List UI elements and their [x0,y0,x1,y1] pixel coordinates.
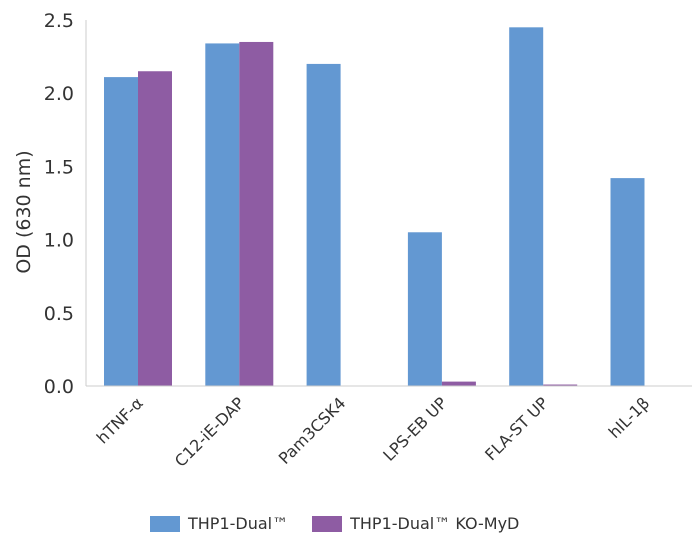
bar-series-1 [306,63,341,387]
y-tick-label: 2.5 [44,10,74,32]
y-tick-label: 1.5 [44,156,74,178]
bar-series-2 [441,381,476,386]
legend: THP1-Dual™ THP1-Dual™ KO-MyD [150,514,543,533]
bar-series-1 [610,178,645,386]
legend-label-series-2: THP1-Dual™ KO-MyD [350,514,520,533]
legend-label-series-1: THP1-Dual™ [188,514,289,533]
x-category-label: hTNF-α [93,393,147,447]
x-category-label: FLA-ST UP [481,393,552,464]
x-category-label: hIL-1β [605,393,654,442]
category-labels: hTNF-α C12-iE-DAP Pam3CSK4 LPS-EB UP FLA-ST … [93,393,654,471]
bar-series-1 [104,77,138,386]
bar-series-1 [407,232,442,386]
bar-series-2 [239,41,274,387]
legend-item-series-2: THP1-Dual™ KO-MyD [312,514,519,533]
y-tick-label: 0.5 [44,303,74,325]
bar-series-2 [138,71,172,387]
legend-swatch-series-2 [312,515,343,532]
x-category-label: LPS-EB UP [379,393,451,465]
legend-swatch-series-1 [150,515,180,532]
bar-series-1 [509,27,544,386]
y-tick-label: 0.0 [44,376,74,398]
y-ticks: 0.0 0.5 1.0 1.5 2.0 2.5 [44,10,74,398]
legend-item-series-1: THP1-Dual™ [150,514,288,533]
y-tick-label: 2.0 [44,83,74,105]
x-category-label: C12-iE-DAP [171,393,249,471]
y-tick-label: 1.0 [44,230,74,252]
bar-series-1 [205,43,240,386]
bar-series-2 [543,384,578,386]
bars [104,27,645,387]
y-axis-title: OD (630 nm) [13,150,35,273]
x-category-label: Pam3CSK4 [275,393,350,468]
